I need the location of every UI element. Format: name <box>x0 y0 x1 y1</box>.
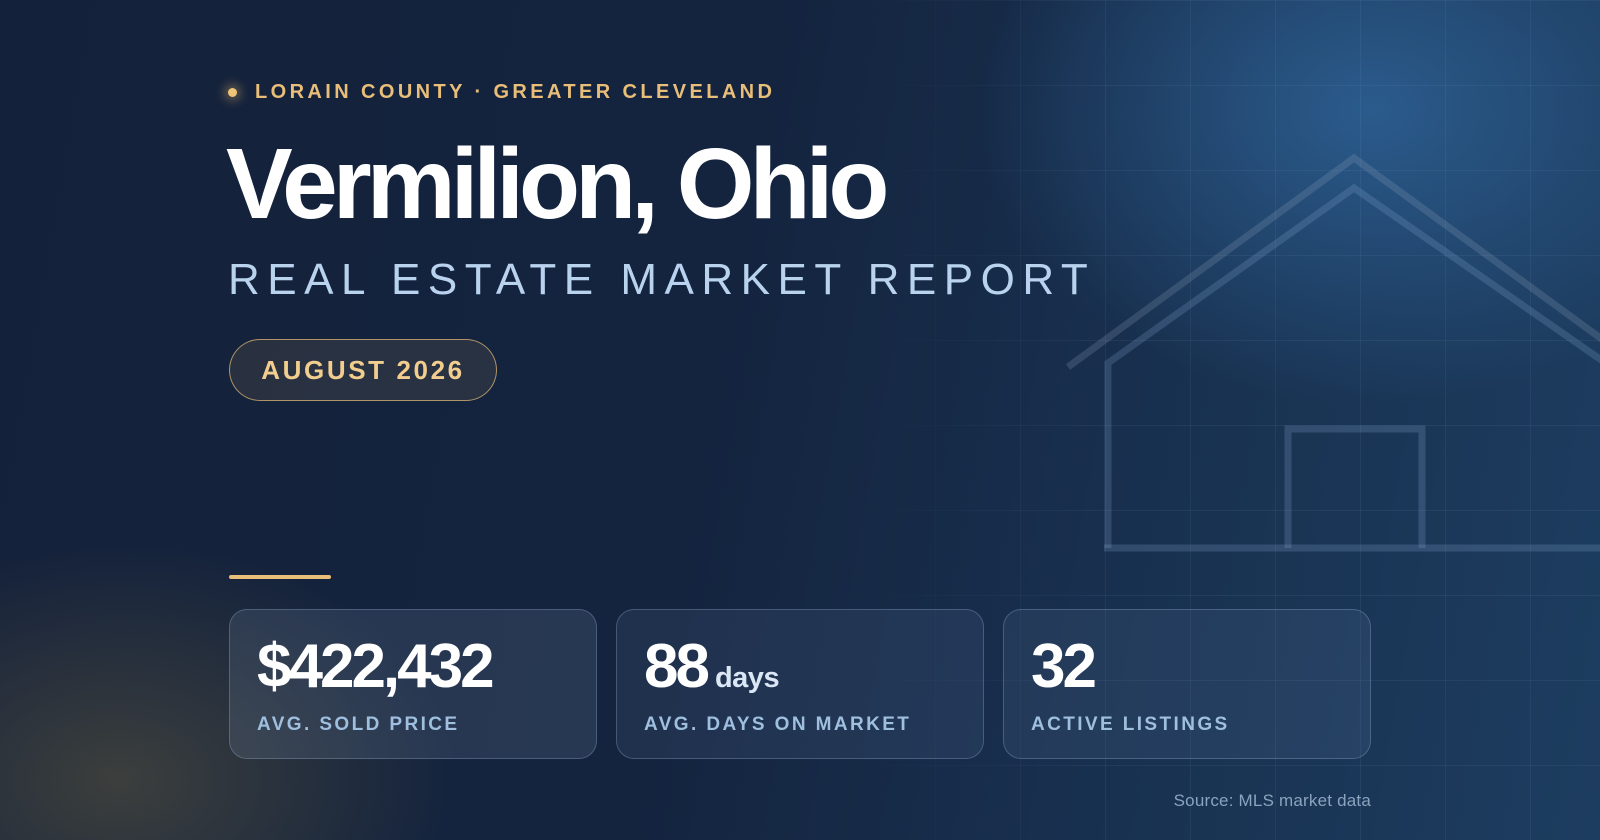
page-title: Vermilion, Ohio <box>226 128 889 240</box>
eyebrow: LORAIN COUNTY · GREATER CLEVELAND <box>228 80 775 104</box>
stat-value: 32 <box>1031 632 1097 701</box>
eyebrow-text: LORAIN COUNTY · GREATER CLEVELAND <box>255 80 776 103</box>
house-outline-icon <box>1065 153 1600 552</box>
dot-icon <box>228 87 237 97</box>
stat-unit: days <box>714 662 780 694</box>
report-subtitle: REAL ESTATE MARKET REPORT <box>228 255 1096 304</box>
report-date-badge: AUGUST 2026 <box>229 339 497 401</box>
stat-card-active-listings: 32 ACTIVE LISTINGS <box>1003 609 1371 759</box>
stat-label: AVG. DAYS ON MARKET <box>644 714 912 735</box>
background-grid <box>850 0 1600 840</box>
stat-value-row: 32 <box>1031 632 1370 702</box>
stat-value: $422,432 <box>257 632 495 701</box>
stat-card-avg-sold-price: $422,432 AVG. SOLD PRICE <box>229 609 597 759</box>
stat-value: 88 <box>644 632 710 701</box>
stat-label: AVG. SOLD PRICE <box>257 714 460 735</box>
stat-value-row: $422,432 <box>257 632 596 702</box>
stat-value-row: 88 days <box>644 632 983 702</box>
stat-card-avg-days-on-market: 88 days AVG. DAYS ON MARKET <box>616 609 984 759</box>
stat-label: ACTIVE LISTINGS <box>1031 714 1230 735</box>
source-note: Source: MLS market data <box>1173 791 1371 810</box>
accent-divider <box>229 575 331 579</box>
